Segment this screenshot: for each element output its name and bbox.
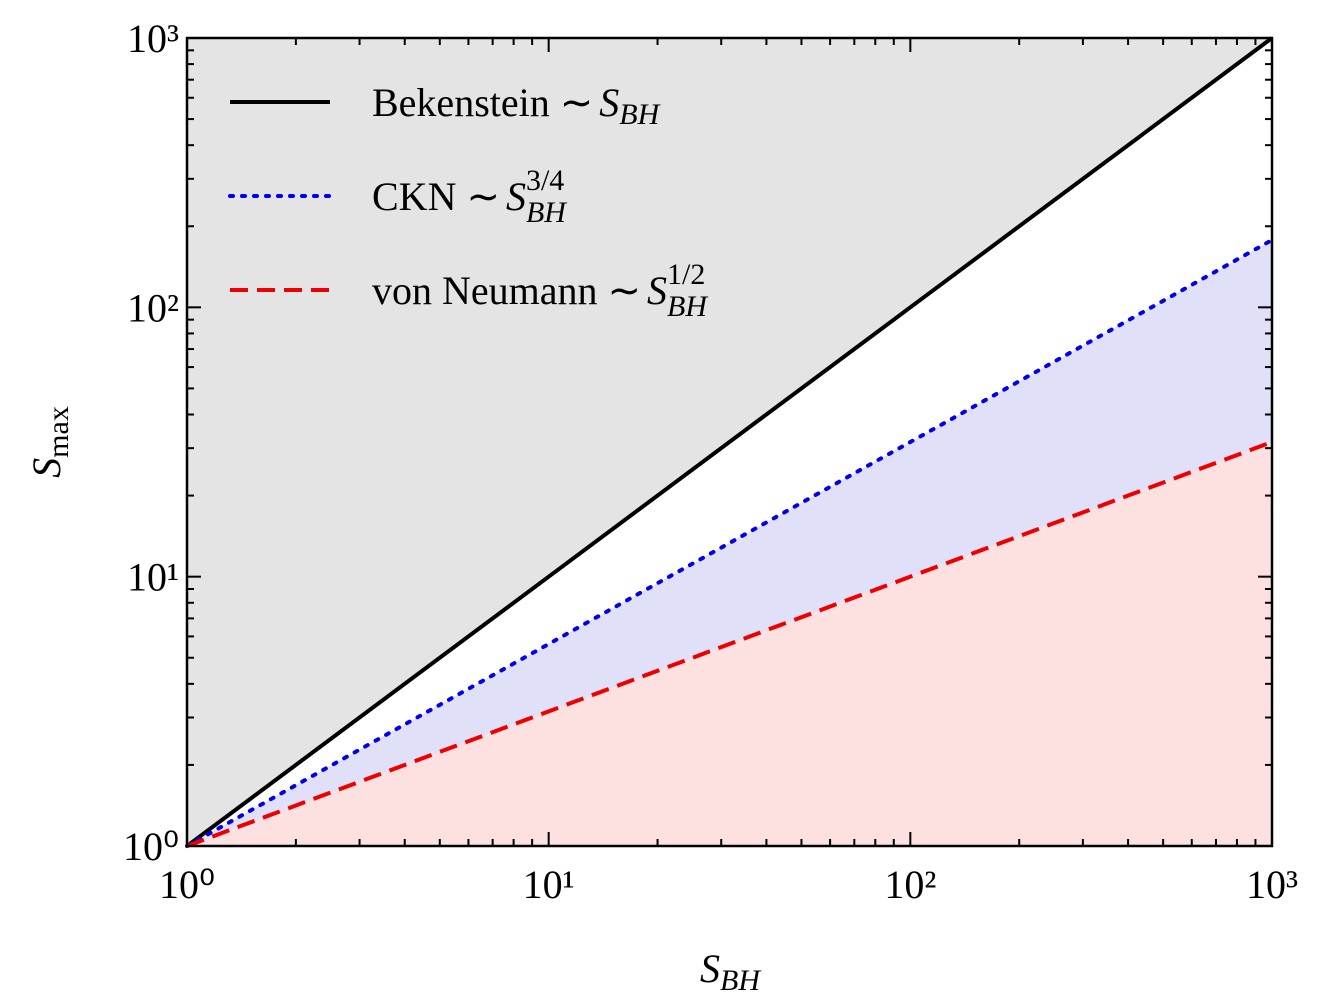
subscript: max [42, 406, 75, 458]
symbol: S [24, 458, 69, 478]
legend-name: von Neumann [372, 268, 598, 313]
legend-relation: ∼ [466, 174, 500, 219]
series-line [185, 238, 1274, 848]
x-tick-label: 10¹ [523, 862, 575, 907]
legend-exponent: 3/4 [526, 164, 564, 197]
x-tick-label: 10³ [1246, 862, 1298, 907]
series-line [185, 36, 1274, 848]
legend-relation: ∼ [608, 268, 642, 313]
fill-region [187, 240, 1272, 847]
x-tick-label: 10⁰ [159, 862, 215, 907]
subscript: BH [720, 964, 762, 997]
x-tick-label: 10² [884, 862, 936, 907]
plot-frame [185, 36, 1274, 848]
legend-symbol: S [506, 174, 526, 219]
legend-label: von Neumann ∼ SBH1/2 [372, 258, 709, 323]
legend-name: CKN [372, 174, 456, 219]
legend-name: Bekenstein [372, 80, 550, 125]
legend-symbol: S [599, 80, 619, 125]
symbol: S [700, 946, 720, 991]
legend-subscript: BH [526, 196, 568, 229]
y-tick-label: 10³ [127, 16, 179, 61]
legend-label: CKN ∼ SBH3/4 [372, 164, 568, 229]
legend-exponent: 1/2 [667, 258, 705, 291]
x-axis-label: SBH [700, 946, 762, 997]
y-tick-label: 10² [127, 285, 179, 330]
legend-label: Bekenstein ∼ SBH [372, 80, 662, 131]
y-tick-label: 10¹ [127, 555, 179, 600]
y-axis-label: Smax [24, 406, 75, 478]
legend-relation: ∼ [560, 80, 594, 125]
legend-symbol: S [647, 268, 667, 313]
legend-subscript: BH [619, 98, 661, 131]
series-line [186, 440, 1273, 848]
y-tick-label: 10⁰ [123, 824, 179, 869]
legend-subscript: BH [667, 290, 709, 323]
